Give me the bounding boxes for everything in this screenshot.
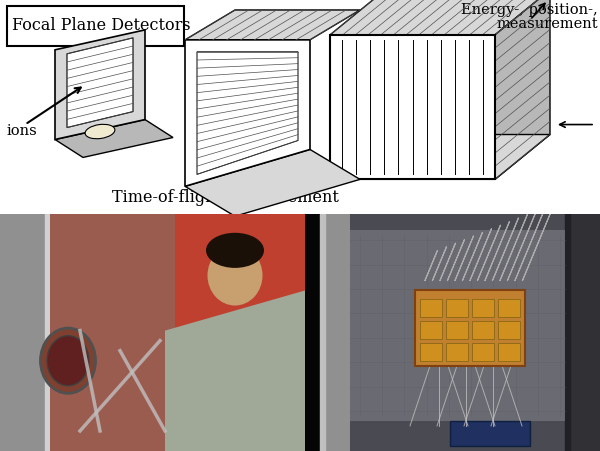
- Polygon shape: [50, 214, 305, 451]
- Polygon shape: [495, 0, 550, 179]
- Text: ions: ions: [7, 124, 38, 138]
- FancyBboxPatch shape: [498, 299, 520, 317]
- Polygon shape: [185, 149, 360, 216]
- Polygon shape: [0, 214, 50, 451]
- Polygon shape: [185, 40, 310, 186]
- Text: Focal Plane Detectors: Focal Plane Detectors: [12, 18, 191, 34]
- Polygon shape: [165, 290, 305, 451]
- Polygon shape: [330, 134, 550, 179]
- Polygon shape: [55, 120, 173, 157]
- Polygon shape: [565, 214, 600, 451]
- Polygon shape: [320, 214, 600, 451]
- FancyBboxPatch shape: [472, 321, 494, 339]
- Text: Energy-, position-,: Energy-, position-,: [461, 3, 598, 17]
- Ellipse shape: [206, 233, 264, 268]
- Polygon shape: [350, 230, 565, 421]
- Polygon shape: [305, 214, 320, 451]
- FancyBboxPatch shape: [415, 290, 525, 366]
- Text: measurement: measurement: [496, 17, 598, 31]
- FancyBboxPatch shape: [498, 321, 520, 339]
- FancyBboxPatch shape: [472, 299, 494, 317]
- FancyBboxPatch shape: [446, 299, 468, 317]
- Text: Time-of-flight measurement: Time-of-flight measurement: [112, 189, 338, 206]
- Polygon shape: [55, 30, 145, 139]
- FancyBboxPatch shape: [472, 343, 494, 361]
- FancyBboxPatch shape: [7, 6, 184, 46]
- Polygon shape: [185, 10, 360, 40]
- FancyBboxPatch shape: [446, 343, 468, 361]
- Polygon shape: [320, 214, 350, 451]
- Polygon shape: [67, 38, 133, 128]
- FancyBboxPatch shape: [420, 299, 442, 317]
- FancyBboxPatch shape: [420, 343, 442, 361]
- Polygon shape: [330, 35, 495, 179]
- FancyBboxPatch shape: [498, 343, 520, 361]
- Ellipse shape: [85, 124, 115, 139]
- Ellipse shape: [208, 245, 263, 305]
- Polygon shape: [197, 52, 298, 175]
- FancyBboxPatch shape: [420, 321, 442, 339]
- Polygon shape: [50, 214, 175, 451]
- Ellipse shape: [47, 336, 89, 386]
- FancyBboxPatch shape: [446, 321, 468, 339]
- Polygon shape: [330, 0, 550, 35]
- Ellipse shape: [41, 328, 95, 393]
- FancyBboxPatch shape: [450, 421, 530, 446]
